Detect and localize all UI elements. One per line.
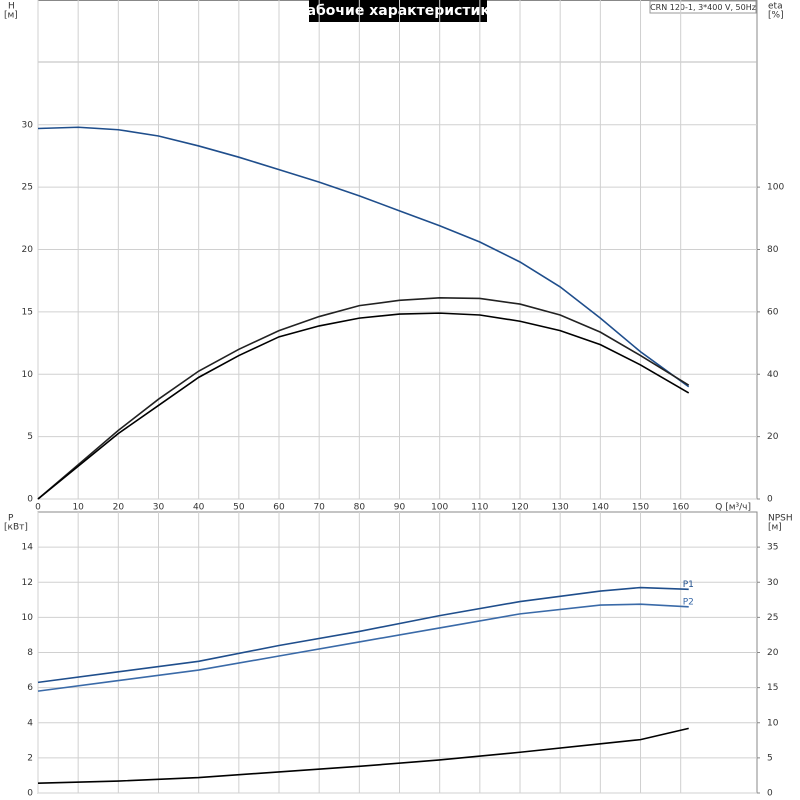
series-line xyxy=(37,727,689,784)
series-label: P2 xyxy=(683,597,694,607)
y-tick-label: 20 xyxy=(22,245,34,255)
y2-tick-label: 40 xyxy=(767,370,779,380)
y2-tick-label: 60 xyxy=(767,307,779,317)
y-tick-label: 25 xyxy=(22,183,33,193)
x-tick-label: 80 xyxy=(354,503,366,513)
y2-tick-label: 0 xyxy=(767,495,773,505)
y2-tick-label: 100 xyxy=(767,183,784,193)
y2-tick-label: 10 xyxy=(767,718,779,728)
y-tick-label: 0 xyxy=(27,789,33,799)
y2-tick-label: 20 xyxy=(767,648,779,658)
y2-tick-label: 20 xyxy=(767,432,779,442)
x-tick-label: 70 xyxy=(313,503,325,513)
x-tick-label: 160 xyxy=(672,503,689,513)
y-axis-unit: [м] xyxy=(4,11,18,21)
y-tick-label: 12 xyxy=(22,578,33,588)
y-tick-label: 6 xyxy=(27,683,33,693)
series-line xyxy=(37,297,690,500)
x-tick-label: 50 xyxy=(233,503,245,513)
series-line xyxy=(37,586,689,684)
y-tick-label: 0 xyxy=(27,495,33,505)
y-tick-label: 4 xyxy=(27,718,33,728)
y2-axis-unit: [%] xyxy=(768,11,784,21)
series-label: P1 xyxy=(683,580,694,590)
y2-tick-label: 0 xyxy=(767,789,773,799)
x-tick-label: 140 xyxy=(592,503,609,513)
x-tick-label: 120 xyxy=(511,503,528,513)
annotation: CRN 120-1, 3*400 V, 50Hz xyxy=(650,3,756,12)
x-tick-label: 10 xyxy=(72,503,84,513)
x-tick-label: 130 xyxy=(552,503,569,513)
x-tick-label: 0 xyxy=(35,503,41,513)
y-tick-label: 10 xyxy=(22,613,34,623)
y-tick-label: 10 xyxy=(22,370,34,380)
y-tick-label: 2 xyxy=(27,753,33,763)
title-box xyxy=(309,0,487,22)
y-tick-label: 14 xyxy=(22,543,34,553)
y2-tick-label: 15 xyxy=(767,683,778,693)
y-axis-unit: [кВт] xyxy=(4,523,28,533)
x-tick-label: 110 xyxy=(471,503,488,513)
x-tick-label: 90 xyxy=(394,503,406,513)
y-tick-label: 15 xyxy=(22,307,33,317)
y-tick-label: 5 xyxy=(27,432,33,442)
series-line xyxy=(37,603,689,692)
y2-axis-unit: [м] xyxy=(768,523,782,533)
x-tick-label: 60 xyxy=(273,503,285,513)
y-axis-label: P xyxy=(8,514,14,524)
x-tick-label: 20 xyxy=(113,503,125,513)
x-tick-label: 40 xyxy=(193,503,205,513)
y-tick-label: 30 xyxy=(22,120,34,130)
y2-axis-label: NPSH xyxy=(768,514,793,524)
y2-tick-label: 80 xyxy=(767,245,779,255)
y2-axis-label: eta xyxy=(768,2,783,12)
y-axis-label: H xyxy=(8,2,15,12)
y-tick-label: 8 xyxy=(27,648,33,658)
x-tick-label: 100 xyxy=(431,503,448,513)
y2-tick-label: 35 xyxy=(767,543,778,553)
series-line xyxy=(37,312,690,500)
y2-tick-label: 25 xyxy=(767,613,778,623)
x-tick-label: 150 xyxy=(632,503,649,513)
x-axis-label: Q [м³/ч] xyxy=(715,503,751,513)
series-line xyxy=(37,126,690,388)
x-tick-label: 30 xyxy=(153,503,165,513)
annotation-box xyxy=(649,0,757,14)
y2-tick-label: 30 xyxy=(767,578,779,588)
chart-title: Рабочие характеристики xyxy=(296,3,499,19)
y2-tick-label: 5 xyxy=(767,753,773,763)
